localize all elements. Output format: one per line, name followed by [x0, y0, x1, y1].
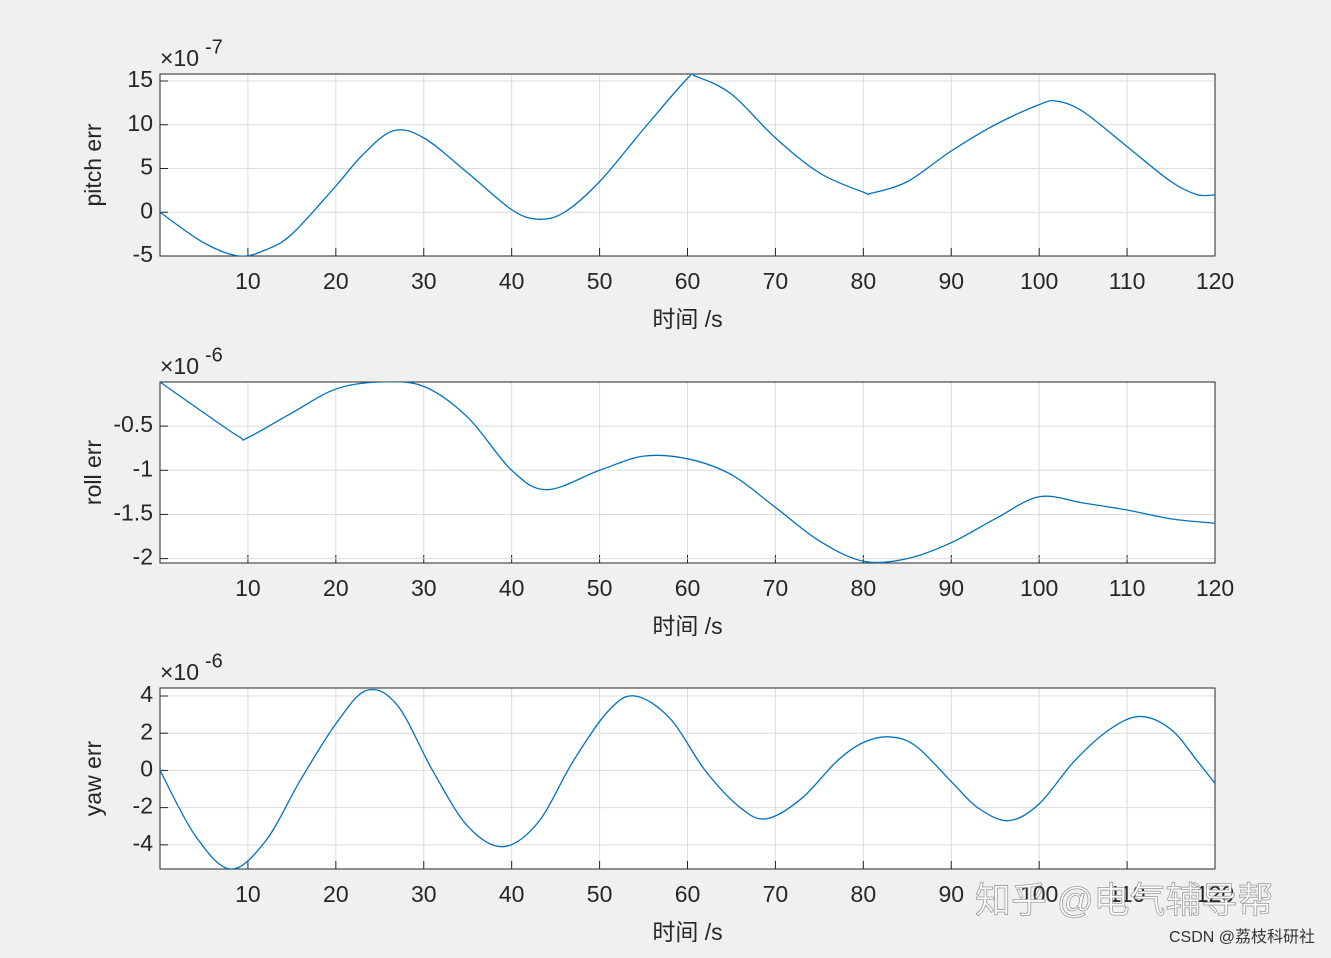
y-tick-label: -0.5 — [113, 411, 153, 437]
x-tick-label: 120 — [1196, 575, 1234, 601]
y-tick-label: -2 — [133, 544, 153, 570]
axes-box — [159, 687, 1216, 870]
x-tick-label: 40 — [499, 268, 525, 294]
x-tick-label: 30 — [411, 268, 437, 294]
x-tick-label: 80 — [851, 575, 877, 601]
x-tick-label: 100 — [1020, 575, 1058, 601]
y-tick-label: -4 — [133, 830, 154, 856]
x-tick-label: 30 — [411, 575, 437, 601]
x-tick-label: 40 — [499, 881, 525, 907]
x-tick-label: 110 — [1109, 268, 1146, 294]
x-tick-label: 10 — [235, 881, 261, 907]
x-tick-label: 70 — [763, 881, 789, 907]
y-tick-label: -5 — [133, 241, 153, 267]
x-tick-label: 60 — [675, 575, 701, 601]
x-tick-label: 30 — [411, 881, 437, 907]
y-axis-label: yaw err — [80, 740, 106, 816]
subplot: 10 20 30 40 50 60 70 80 90 100 110 120 -4 -2 0 2 4 时间 /s y… — [80, 650, 1234, 945]
x-tick-label: 60 — [675, 268, 701, 294]
y-multiplier-exponent: -6 — [205, 650, 223, 672]
data-line — [160, 688, 1215, 869]
y-axis-label: pitch err — [80, 123, 106, 206]
x-tick-label: 20 — [323, 268, 349, 294]
x-tick-label: 60 — [675, 881, 701, 907]
y-multiplier-base: ×10 — [160, 45, 199, 71]
axes-box — [159, 381, 1216, 564]
x-axis-label: 时间 /s — [652, 613, 722, 639]
x-tick-label: 50 — [587, 575, 613, 601]
x-tick-label: 80 — [851, 881, 877, 907]
x-tick-label: 70 — [763, 575, 789, 601]
y-tick-label: -1.5 — [113, 500, 153, 526]
x-tick-label: 10 — [235, 268, 261, 294]
y-multiplier-base: ×10 — [160, 353, 199, 379]
watermark: 知乎 @电气辅导帮 — [975, 880, 1274, 921]
data-line — [160, 382, 1215, 563]
x-axis-label: 时间 /s — [652, 919, 722, 945]
y-tick-label: 10 — [127, 110, 153, 136]
x-tick-label: 20 — [323, 575, 349, 601]
x-tick-label: 80 — [851, 268, 877, 294]
y-tick-label: 0 — [140, 197, 153, 223]
x-tick-label: 50 — [587, 268, 613, 294]
x-tick-label: 40 — [499, 575, 525, 601]
x-tick-label: 110 — [1109, 575, 1146, 601]
x-tick-label: 90 — [938, 268, 964, 294]
x-tick-label: 120 — [1196, 881, 1234, 907]
y-tick-label: 0 — [140, 755, 153, 781]
x-tick-label: 70 — [763, 268, 789, 294]
data-line — [160, 74, 1215, 256]
y-multiplier-exponent: -6 — [205, 344, 223, 366]
x-tick-label: 50 — [587, 881, 613, 907]
y-tick-label: 4 — [140, 681, 153, 707]
x-tick-label: 90 — [938, 881, 964, 907]
x-tick-label: 10 — [235, 575, 261, 601]
x-tick-label: 20 — [323, 881, 349, 907]
y-tick-label: -1 — [133, 455, 153, 481]
y-axis-label: roll err — [80, 440, 106, 506]
y-multiplier-base: ×10 — [160, 659, 199, 685]
x-tick-label: 110 — [1109, 881, 1146, 907]
y-multiplier-exponent: -7 — [205, 36, 223, 58]
y-tick-label: 2 — [140, 718, 153, 744]
subplot: 10 20 30 40 50 60 70 80 90 100 110 120 -5 0 5 10 15 时间 /s… — [80, 36, 1234, 332]
y-tick-label: 15 — [127, 66, 153, 92]
x-tick-label: 100 — [1020, 881, 1058, 907]
y-tick-label: 5 — [140, 154, 153, 180]
axes-box — [159, 73, 1216, 257]
y-tick-label: -2 — [133, 793, 153, 819]
x-axis-label: 时间 /s — [652, 306, 722, 332]
subplot: 10 20 30 40 50 60 70 80 90 100 110 120 -2 -1.5 -1 -0.5 时… — [80, 344, 1234, 639]
x-tick-label: 100 — [1020, 268, 1058, 294]
x-tick-label: 120 — [1196, 268, 1234, 294]
watermark: CSDN @荔枝科研社 — [1169, 928, 1315, 946]
x-tick-label: 90 — [938, 575, 964, 601]
